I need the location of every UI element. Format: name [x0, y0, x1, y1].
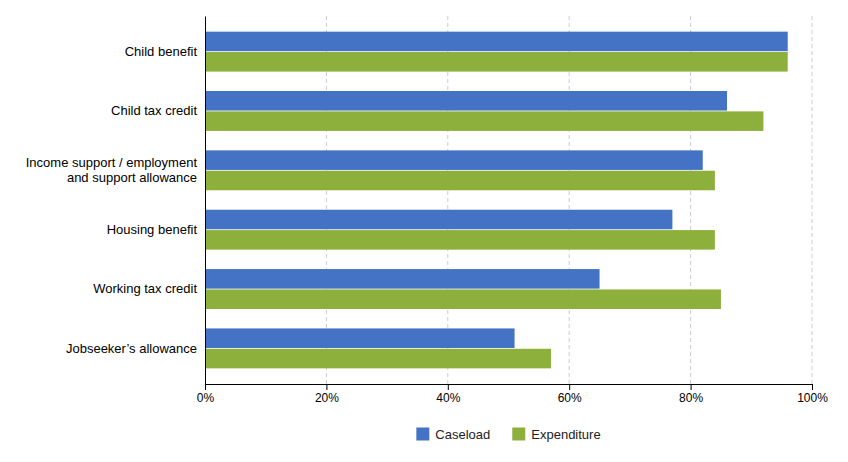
legend-swatch: [416, 428, 429, 441]
bar: [205, 111, 763, 131]
x-tick: 60%: [558, 384, 582, 405]
x-tick-mark: [812, 384, 813, 390]
grid-line: [812, 16, 813, 384]
bar: [205, 210, 672, 230]
bar: [205, 52, 788, 72]
x-tick: 20%: [315, 384, 339, 405]
bar: [205, 269, 600, 289]
y-tick: Working tax credit: [93, 281, 197, 296]
legend-swatch: [512, 428, 525, 441]
x-tick-label: 60%: [558, 391, 582, 405]
bar: [205, 150, 703, 170]
y-tick-label: Jobseeker’s allowance: [66, 341, 197, 356]
x-tick-label: 0%: [197, 391, 215, 405]
bar-series: [205, 52, 788, 368]
y-tick-label: Child benefit: [125, 44, 198, 59]
legend-item: Expenditure: [512, 427, 600, 442]
chart: 0% 20% 40% 60% 80% 100% Child benefit Child tax…: [0, 0, 848, 462]
x-tick-label: 20%: [315, 391, 339, 405]
y-tick: Child tax credit: [111, 103, 197, 118]
y-tick-label: Working tax credit: [93, 281, 197, 296]
y-axis: Child benefit Child tax credit Income supp…: [26, 17, 206, 385]
bar: [205, 171, 715, 191]
bars: [205, 32, 788, 369]
y-tick: Child benefit: [125, 44, 198, 59]
x-tick-label: 100%: [797, 391, 828, 405]
y-tick: Income support / employmentand support a…: [26, 155, 198, 184]
bar: [205, 91, 727, 111]
legend-label: Caseload: [435, 427, 490, 442]
y-tick: Housing benefit: [107, 222, 198, 237]
y-axis-line: [205, 17, 206, 385]
legend-label: Expenditure: [531, 427, 600, 442]
bar: [205, 32, 788, 52]
bar-series: [205, 32, 788, 348]
x-tick-mark: [691, 384, 692, 390]
x-tick-mark: [569, 384, 570, 390]
x-tick-mark: [205, 384, 206, 390]
x-tick-mark: [326, 384, 327, 390]
legend-item: Caseload: [416, 427, 490, 442]
x-tick-label: 80%: [679, 391, 703, 405]
x-tick-mark: [448, 384, 449, 390]
bar: [205, 349, 551, 369]
plot: 0% 20% 40% 60% 80% 100% Child benefit Child tax…: [26, 16, 828, 405]
x-tick: 40%: [436, 384, 460, 405]
x-axis-line: [206, 384, 813, 385]
bar: [205, 328, 515, 348]
x-tick-label: 40%: [436, 391, 460, 405]
bar: [205, 230, 715, 250]
y-tick-label: Housing benefit: [107, 222, 198, 237]
x-tick: 0%: [197, 384, 215, 405]
x-tick: 80%: [679, 384, 703, 405]
y-tick-label: Income support / employmentand support a…: [26, 155, 198, 184]
x-tick: 100%: [797, 384, 828, 405]
y-tick: Jobseeker’s allowance: [66, 341, 197, 356]
y-tick-label: Child tax credit: [111, 103, 197, 118]
legend: Caseload Expenditure: [416, 427, 600, 442]
bar: [205, 289, 721, 309]
x-axis: 0% 20% 40% 60% 80% 100%: [197, 384, 828, 405]
